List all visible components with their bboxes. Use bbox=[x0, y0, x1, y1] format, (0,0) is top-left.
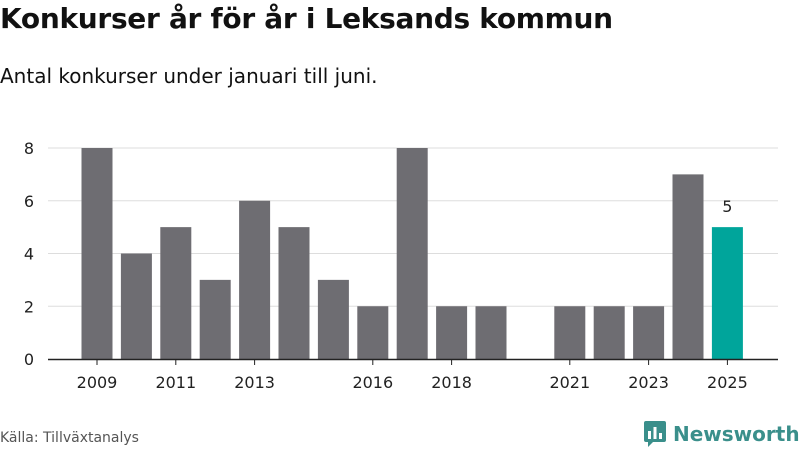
bar-2016 bbox=[357, 306, 389, 359]
axes bbox=[48, 358, 778, 365]
bar-chart-icon bbox=[644, 421, 666, 447]
bar-2011 bbox=[160, 227, 192, 359]
y-tick-label: 2 bbox=[24, 297, 34, 316]
chart-title: Konkurser år för år i Leksands kommun bbox=[0, 2, 613, 35]
bar-2021 bbox=[554, 306, 586, 359]
bar-2022 bbox=[593, 306, 625, 359]
bar-2014 bbox=[278, 227, 310, 359]
brand-name: Newsworthy bbox=[673, 422, 800, 446]
bar-2010 bbox=[120, 253, 152, 359]
y-tick-label: 0 bbox=[24, 350, 34, 369]
y-tick-label: 8 bbox=[24, 139, 34, 158]
bar-2009 bbox=[81, 148, 113, 359]
bar-2013 bbox=[239, 200, 271, 359]
bar-2017 bbox=[396, 148, 428, 359]
bars bbox=[81, 148, 743, 359]
x-tick-label: 2018 bbox=[431, 373, 472, 392]
bar-2025 bbox=[711, 227, 743, 359]
data-label: 5 bbox=[722, 197, 732, 216]
bar-2018 bbox=[436, 306, 468, 359]
x-tick-label: 2016 bbox=[352, 373, 393, 392]
bar-2015 bbox=[317, 279, 349, 359]
x-tick-label: 2025 bbox=[707, 373, 748, 392]
bar-2023 bbox=[633, 306, 665, 359]
newsworthy-logo: Newsworthy bbox=[643, 420, 800, 448]
bar-2024 bbox=[672, 174, 704, 359]
x-tick-label: 2013 bbox=[234, 373, 275, 392]
labels: 0 2 4 6 8 2009 2011 2013 2016 2018 2021 2023 2025 5 bbox=[24, 139, 748, 392]
bar-2012 bbox=[199, 279, 231, 359]
x-tick-label: 2023 bbox=[628, 373, 669, 392]
x-tick-label: 2011 bbox=[155, 373, 196, 392]
bar-chart: 0 2 4 6 8 2009 2011 2013 2016 2018 2021 2023 2025 5 bbox=[24, 139, 778, 392]
x-tick-label: 2009 bbox=[77, 373, 118, 392]
y-tick-label: 4 bbox=[24, 245, 34, 264]
y-tick-label: 6 bbox=[24, 192, 34, 211]
bar-2019 bbox=[475, 306, 507, 359]
source-note: Källa: Tillväxtanalys bbox=[0, 430, 139, 446]
x-tick-label: 2021 bbox=[549, 373, 590, 392]
chart-subtitle: Antal konkurser under januari till juni. bbox=[0, 64, 378, 88]
